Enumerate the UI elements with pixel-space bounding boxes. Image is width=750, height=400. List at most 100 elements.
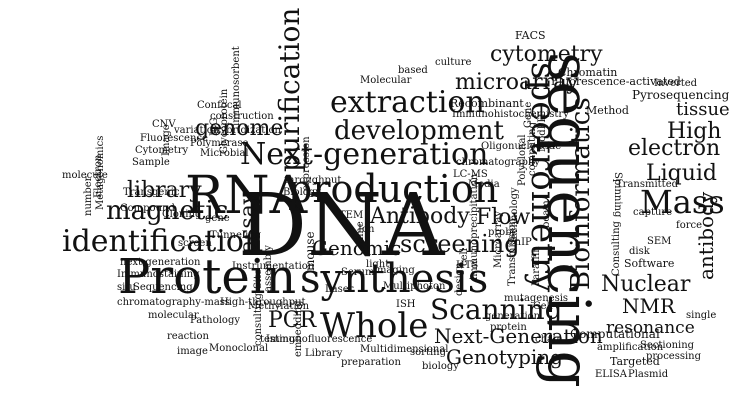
word-next-generation-cap: Next-Generation bbox=[434, 324, 603, 348]
word-recombinant: Recombinant bbox=[450, 97, 524, 110]
word-software: Software bbox=[624, 257, 675, 270]
word-monoclonal: Monoclonal bbox=[209, 343, 269, 354]
word-protein: Protein bbox=[118, 249, 297, 305]
word-gene-lower: gene bbox=[205, 213, 230, 224]
word-generation: generation bbox=[485, 311, 541, 322]
word-rna: RNA bbox=[185, 166, 308, 226]
word-mass: Mass bbox=[640, 183, 725, 221]
word-transmitted: Transmitted bbox=[616, 179, 679, 190]
word-development: development bbox=[334, 116, 504, 146]
word-resonance: resonance bbox=[606, 318, 695, 338]
word-bioinformatics: Bioinformatics bbox=[566, 97, 596, 290]
word-fluorescence-activated: Fluorescence-activated bbox=[551, 75, 681, 88]
word-production: production bbox=[288, 167, 499, 211]
word-genotyping: Genotyping bbox=[446, 345, 563, 369]
word-number: number bbox=[83, 176, 94, 216]
word-microarray: microarray bbox=[455, 70, 579, 95]
word-nmr: NMR bbox=[622, 294, 676, 318]
word-library: library bbox=[127, 178, 202, 203]
word-design: design bbox=[454, 262, 465, 297]
word-construction: construction bbox=[210, 111, 274, 122]
word-pyrosequencing: Pyrosequencing bbox=[632, 88, 730, 102]
word-cell-upper: Cell bbox=[533, 301, 553, 312]
word-disk: disk bbox=[629, 246, 650, 257]
word-whole: Whole bbox=[320, 306, 429, 346]
word-molecular-lower: molecular bbox=[148, 310, 199, 321]
word-based: based bbox=[398, 65, 428, 76]
word-immunostaining: Immunostaining bbox=[117, 269, 200, 280]
word-chip: ChIP bbox=[507, 237, 532, 248]
word-methylation: Methylation bbox=[248, 301, 310, 312]
word-sem: SEM bbox=[647, 236, 672, 247]
word-liquid: Liquid bbox=[646, 161, 718, 186]
word-antibody-lower: antibody bbox=[694, 191, 718, 280]
word-cytometry-cap: Cytometry bbox=[135, 145, 189, 156]
word-serum: Serum bbox=[341, 267, 375, 278]
word-polymerase: Polymerase bbox=[190, 138, 249, 149]
word-paraffin: Paraffin bbox=[531, 246, 542, 286]
word-microbial: Microbial bbox=[200, 148, 249, 159]
word-image-lower: image bbox=[177, 346, 208, 357]
word-hybridization: hybridization bbox=[214, 125, 281, 136]
word-method: Method bbox=[586, 104, 629, 117]
word-confocal: Confocal bbox=[197, 100, 242, 111]
word-force: force bbox=[676, 220, 703, 231]
word-inverted: Inverted bbox=[654, 78, 698, 89]
word-immunofluorescence: Immunofluorescence bbox=[266, 334, 373, 345]
word-multidimensional: Multidimensional bbox=[360, 344, 449, 355]
word-scanning: Scanning bbox=[430, 293, 563, 326]
word-nuclear: Nuclear bbox=[601, 272, 691, 297]
word-molecule: molecule bbox=[62, 170, 108, 181]
word-immunosorbent: immunosorbent bbox=[231, 46, 242, 126]
word-processing: processing bbox=[646, 351, 702, 362]
word-screening: screening bbox=[400, 230, 520, 258]
word-cloning: Cloning bbox=[162, 209, 202, 220]
word-pathology: Pathology bbox=[190, 315, 240, 326]
word-chain: chain bbox=[535, 334, 563, 345]
word-time: time bbox=[355, 221, 366, 244]
word-plasmid: Plasmid bbox=[628, 369, 669, 380]
word-next-generation-lower: next-generation bbox=[120, 257, 201, 268]
word-sorting: sorting bbox=[410, 347, 446, 358]
word-consulting: Consulting bbox=[611, 221, 622, 276]
word-oligonucleotide: Oligonucleotide bbox=[481, 141, 562, 152]
word-biology-lower: biology bbox=[422, 361, 459, 372]
word-laser: Laser bbox=[325, 284, 354, 295]
word-gene-cap: Gene bbox=[523, 101, 534, 128]
word-immunohistochemistry: Immunohistochemistry bbox=[452, 109, 569, 120]
word-reaction: reaction bbox=[167, 331, 209, 342]
word-preparation: preparation bbox=[341, 357, 401, 368]
word-pcr: PCR bbox=[268, 308, 317, 333]
word-immunoprecipitation: immunoprecipitation bbox=[469, 173, 480, 280]
word-culture: culture bbox=[435, 57, 472, 68]
word-chromatography-mass: chromatography-mass bbox=[117, 297, 231, 308]
word-sample: Sample bbox=[132, 157, 170, 168]
word-modpit: ModPIT bbox=[537, 111, 548, 152]
word-image-cap: Image bbox=[161, 124, 172, 156]
word-genome: genome bbox=[195, 116, 284, 141]
word-elisa: ELISA bbox=[595, 369, 627, 380]
word-mutagenesis: mutagenesis bbox=[504, 293, 569, 304]
word-identification: identification bbox=[62, 224, 264, 259]
word-high: High bbox=[667, 119, 722, 144]
word-extraction: extraction bbox=[330, 85, 485, 120]
word-transgenic: Transgenic bbox=[123, 187, 180, 198]
word-hts: HTS bbox=[456, 260, 479, 271]
word-electron: electron bbox=[628, 136, 721, 161]
word-cnv: CNV bbox=[152, 119, 176, 130]
word-library-cap: Library bbox=[305, 348, 343, 359]
word-fluorescence: Fluorescence bbox=[140, 133, 208, 144]
word-assay: assay bbox=[236, 191, 261, 253]
word-instrumentation: Instrumentation bbox=[232, 261, 315, 272]
word-beam: beam bbox=[541, 200, 552, 228]
word-compound: Compound bbox=[120, 203, 175, 214]
word-ion: Ion bbox=[358, 224, 375, 235]
word-screen: screen bbox=[178, 238, 212, 249]
word-ish: ISH bbox=[396, 299, 416, 310]
word-magnetic: magnetic bbox=[106, 196, 229, 226]
word-antibody: Antibody bbox=[370, 204, 470, 229]
word-protein-lower: protein bbox=[490, 322, 527, 333]
word-computational: Computational bbox=[570, 327, 660, 341]
word-variation: variation bbox=[174, 125, 220, 136]
